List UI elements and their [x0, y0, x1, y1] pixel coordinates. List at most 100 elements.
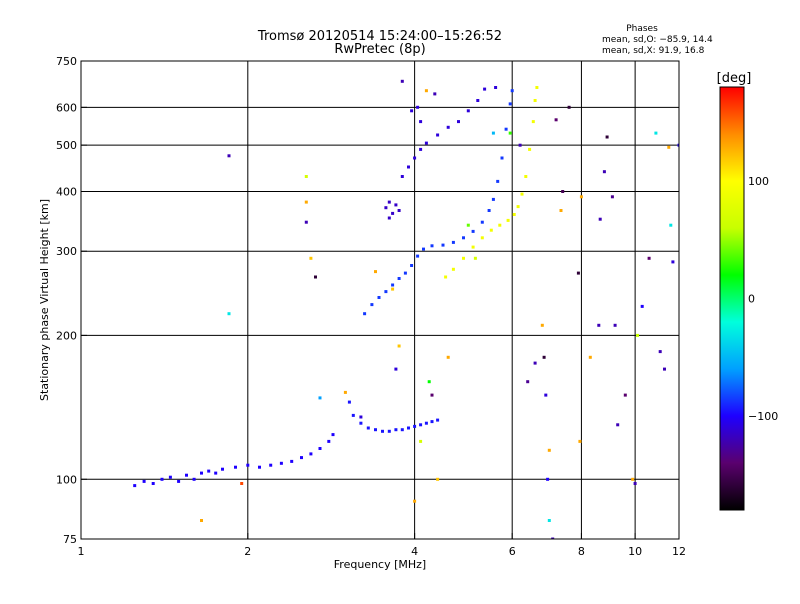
data-point	[374, 428, 377, 432]
y-tick-label: 400	[56, 185, 77, 198]
data-point	[430, 244, 434, 248]
data-point	[512, 213, 516, 216]
data-point	[508, 102, 512, 106]
data-point	[227, 312, 231, 316]
data-point	[480, 220, 484, 224]
data-point	[658, 350, 662, 354]
data-point	[561, 190, 565, 193]
data-point	[623, 393, 627, 397]
data-point	[168, 475, 172, 479]
info-heading: Phases	[626, 24, 658, 34]
data-point	[631, 477, 635, 481]
data-point	[466, 223, 470, 227]
data-point	[462, 256, 465, 260]
data-point	[446, 355, 450, 359]
data-point	[506, 218, 510, 222]
x-tick-label: 10	[628, 545, 642, 558]
data-point	[526, 380, 530, 384]
data-point	[669, 223, 673, 227]
data-point	[363, 312, 367, 316]
data-point	[416, 254, 420, 258]
data-point	[663, 367, 666, 371]
data-point	[377, 296, 381, 299]
data-point	[343, 390, 347, 394]
data-point	[327, 439, 331, 443]
data-point	[387, 216, 391, 220]
colorbar-tick-label: 100	[748, 175, 769, 188]
data-point	[446, 125, 450, 129]
data-point	[413, 424, 417, 428]
y-tick-label: 500	[56, 139, 77, 152]
data-point	[400, 428, 404, 432]
data-point	[671, 260, 675, 264]
data-point	[419, 147, 423, 151]
data-point	[677, 143, 679, 147]
data-point	[391, 287, 395, 291]
data-point	[433, 92, 437, 96]
data-point	[647, 256, 651, 260]
data-point	[185, 473, 188, 477]
y-tick-label: 600	[56, 101, 77, 114]
x-tick-label: 6	[509, 545, 516, 558]
data-point	[384, 290, 388, 294]
data-point	[192, 477, 196, 481]
data-point	[331, 433, 335, 437]
info-line-o: mean, sd,O: −85.9, 14.4	[602, 35, 713, 45]
data-point	[366, 426, 370, 430]
colorbar	[719, 86, 745, 511]
data-point	[384, 206, 388, 210]
x-tick-label: 12	[672, 545, 686, 558]
data-point	[234, 465, 237, 469]
x-tick-label: 8	[578, 545, 585, 558]
data-point	[605, 135, 609, 139]
data-point	[207, 469, 211, 473]
y-tick-label: 200	[56, 329, 77, 342]
data-point	[246, 463, 250, 467]
data-point	[424, 421, 428, 425]
data-point	[436, 418, 440, 422]
data-point	[400, 79, 404, 83]
data-point	[142, 479, 146, 483]
plot-frame	[80, 60, 680, 540]
data-point	[491, 131, 495, 135]
data-point	[533, 99, 537, 102]
data-point	[436, 133, 440, 137]
data-point	[387, 429, 391, 433]
data-point	[160, 477, 164, 481]
data-point	[554, 118, 558, 122]
data-point	[351, 413, 355, 417]
data-point	[430, 420, 434, 424]
x-tick-label: 4	[411, 545, 418, 558]
x-axis-label: Frequency [MHz]	[334, 558, 426, 571]
data-point	[151, 482, 155, 485]
data-point	[424, 89, 428, 93]
y-axis-label: Stationary phase Virtual Height [km]	[38, 199, 51, 401]
data-point	[309, 256, 313, 260]
data-point	[551, 537, 555, 539]
data-point	[613, 323, 617, 327]
data-point	[410, 264, 414, 267]
data-point	[508, 131, 512, 135]
y-tick-label: 100	[56, 473, 77, 486]
data-point	[410, 109, 414, 113]
data-point	[457, 120, 460, 124]
data-point	[133, 484, 137, 488]
data-point	[391, 211, 395, 215]
data-point	[419, 439, 423, 443]
colorbar-tick-label: −100	[748, 410, 778, 423]
data-point	[480, 236, 484, 240]
data-point	[309, 452, 313, 456]
data-point	[610, 195, 614, 199]
data-point	[394, 203, 398, 207]
data-point	[416, 105, 420, 109]
data-point	[419, 120, 423, 124]
data-point	[394, 428, 398, 432]
colorbar-ticks: 100 0 −100	[748, 175, 778, 423]
data-point	[489, 228, 493, 232]
data-point	[359, 421, 363, 425]
data-point	[413, 499, 417, 503]
data-point	[540, 323, 544, 327]
data-point	[347, 400, 351, 404]
colorbar-tick-label: 0	[748, 293, 755, 306]
